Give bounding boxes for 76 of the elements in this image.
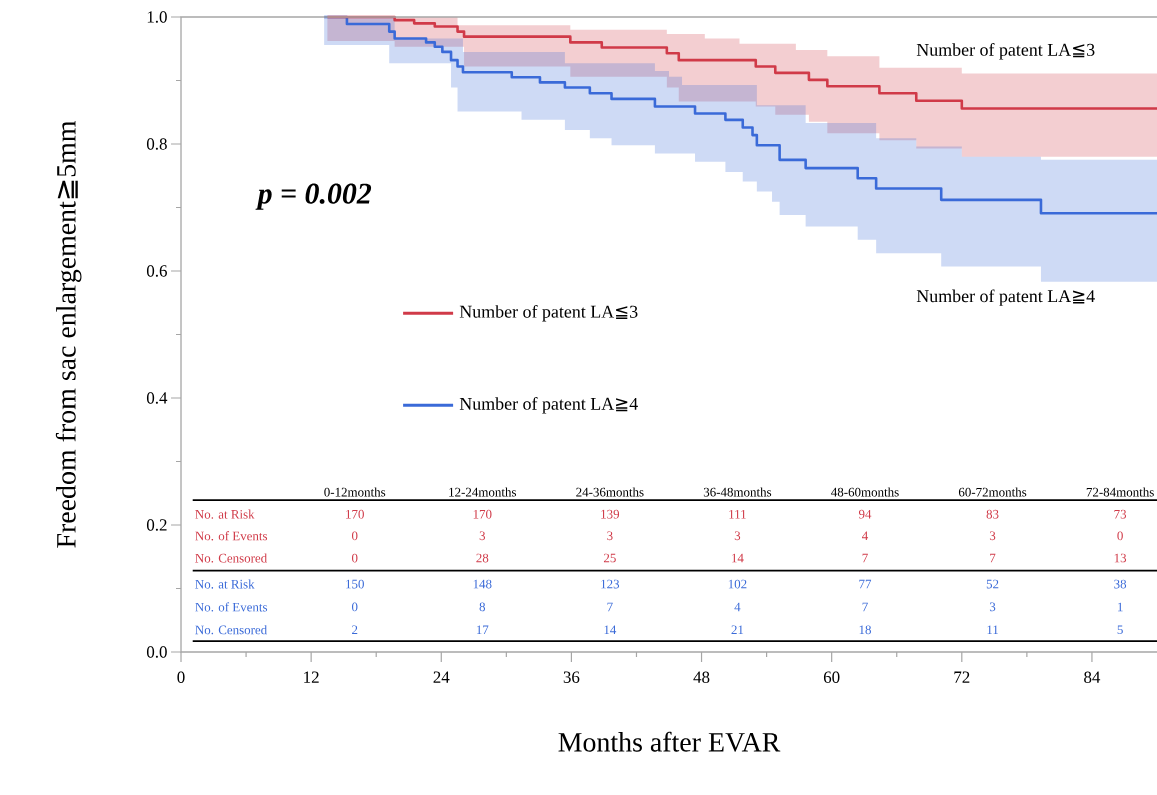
annotation: 24-36months [576,487,644,497]
annotation: 7 [862,602,868,612]
annotation: 52 [986,579,999,589]
annotation: Number of patent LA≦3 [916,43,1095,60]
annotation: 21 [731,625,744,635]
annotation: 8 [479,602,486,612]
annotation: 73 [1114,509,1127,519]
y-axis-title: Freedom from sac enlargement≧5mm [55,120,82,548]
annotation: 48-60months [831,487,899,497]
annotation: 2 [352,625,358,635]
annotation: 38 [1114,579,1127,589]
annotation: 0-12months [324,487,386,497]
annotation: 94 [858,509,872,519]
annotation: No. Censored [195,553,268,563]
annotation: 18 [859,625,871,635]
x-tick-label: 0 [177,671,185,683]
x-tick-label: 60 [823,671,840,683]
annotation: 139 [601,509,620,519]
annotation: 0 [351,531,358,541]
annotation: 12-24months [449,487,517,497]
annotation: 60-72months [958,487,1027,497]
annotation: 11 [987,625,999,635]
y-tick-label: 0.4 [146,392,168,404]
annotation: 25 [603,553,616,563]
x-axis-title: Months after EVAR [558,731,781,752]
y-tick-label: 1.0 [147,11,167,23]
annotation: 170 [346,509,364,519]
x-tick-label: 36 [563,671,580,683]
annotation: 102 [728,579,747,589]
x-tick-label: 12 [304,671,319,683]
annotation: 77 [859,579,872,589]
y-tick-label: 0.8 [146,138,167,150]
annotation: 3 [479,531,486,541]
annotation: 1 [1118,602,1123,612]
annotation: No. of Events [195,531,268,541]
annotation: 72-84months [1086,487,1154,497]
annotation: 0 [351,602,358,612]
annotation: 148 [473,579,492,589]
x-tick-label: 48 [693,671,710,683]
annotation: 3 [989,531,996,541]
annotation: 123 [601,579,620,589]
annotation: 36-48months [703,487,772,497]
y-tick-label: 0.6 [146,265,167,277]
annotation: 7 [862,553,868,563]
legend-label: Number of patent LA≧4 [459,397,638,414]
annotation: Number of patent LA≧4 [916,289,1095,306]
annotation: 28 [476,553,489,563]
annotation: No. at Risk [195,509,255,519]
annotation: 3 [607,531,613,541]
annotation: No. at Risk [195,579,255,589]
annotation: 170 [473,509,492,519]
x-tick-label: 24 [433,671,450,683]
annotation: 3 [989,602,996,612]
annotation: 83 [986,509,999,519]
annotation: 3 [734,531,741,541]
annotation: 150 [346,579,364,589]
annotation: No. Censored [195,625,268,635]
annotation: p = 0.002 [255,183,372,210]
annotation: 5 [1117,625,1123,635]
annotation: 14 [604,625,617,635]
x-tick-label: 84 [1084,671,1101,683]
annotation: 13 [1114,553,1127,563]
annotation: 17 [476,625,489,635]
annotation: 7 [607,602,613,612]
y-tick-label: 0.2 [146,519,167,531]
annotation: 111 [729,509,746,519]
annotation: 0 [351,553,358,563]
annotation: No. of Events [195,602,268,612]
y-tick-label: 0.0 [146,646,167,658]
annotation: 7 [990,553,996,563]
legend-label: Number of patent LA≦3 [459,304,638,322]
annotation: 14 [732,553,744,563]
x-tick-label: 72 [954,671,970,683]
annotation: 4 [862,531,869,541]
annotation: 4 [734,602,741,612]
annotation: 0 [1117,531,1123,541]
